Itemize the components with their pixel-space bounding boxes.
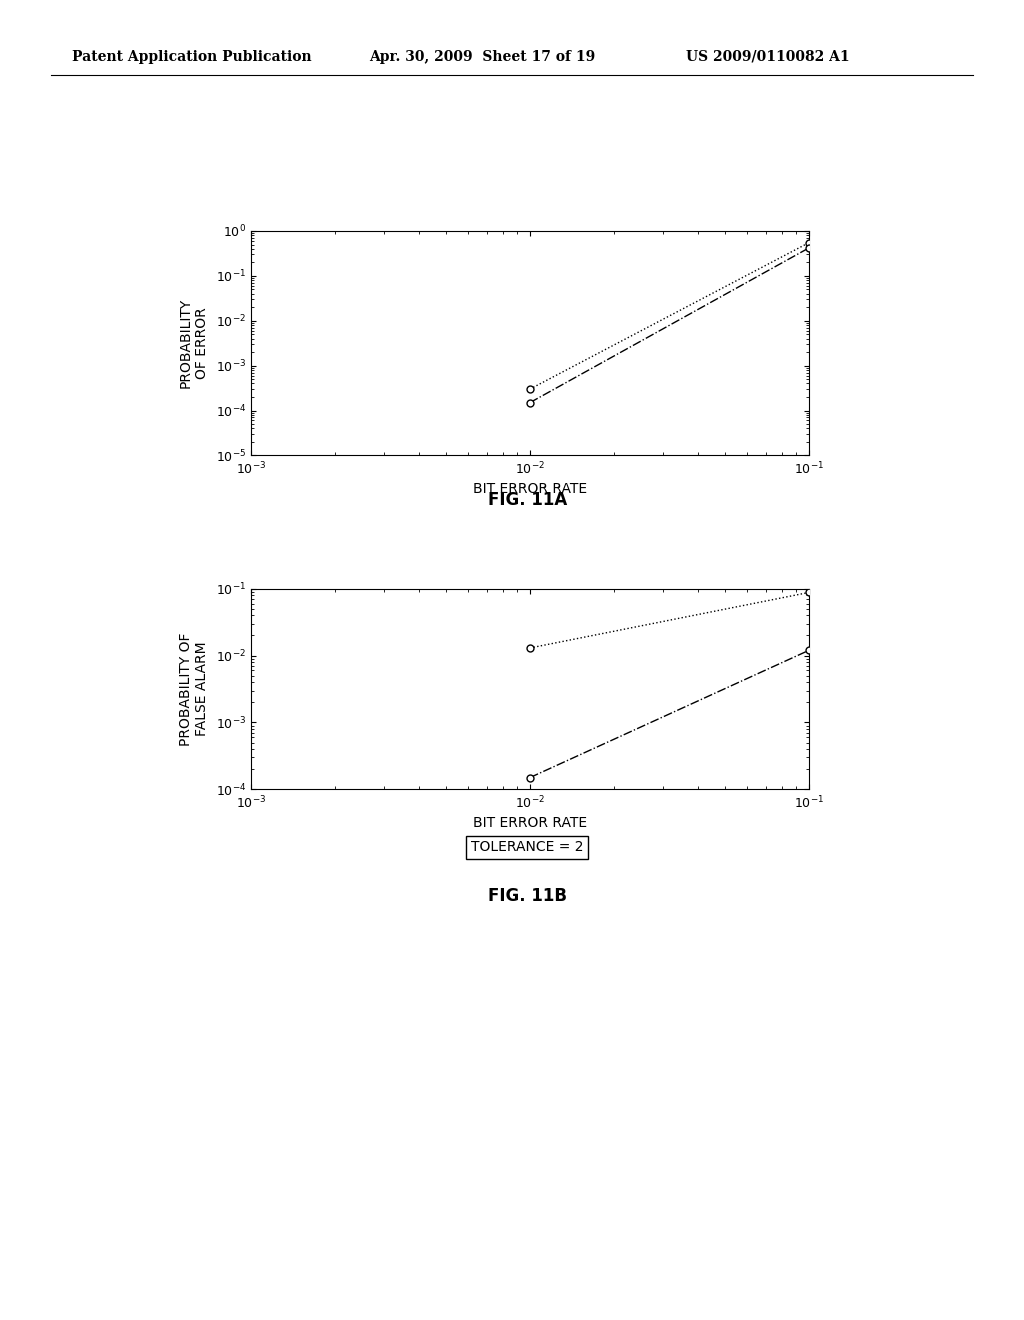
Text: FIG. 11A: FIG. 11A: [487, 491, 567, 510]
Y-axis label: PROBABILITY OF
FALSE ALARM: PROBABILITY OF FALSE ALARM: [178, 632, 209, 746]
Y-axis label: PROBABILITY
OF ERROR: PROBABILITY OF ERROR: [178, 298, 209, 388]
Text: FIG. 11B: FIG. 11B: [487, 887, 567, 906]
Text: Patent Application Publication: Patent Application Publication: [72, 50, 311, 63]
Text: US 2009/0110082 A1: US 2009/0110082 A1: [686, 50, 850, 63]
X-axis label: BIT ERROR RATE: BIT ERROR RATE: [473, 482, 587, 496]
X-axis label: BIT ERROR RATE: BIT ERROR RATE: [473, 816, 587, 830]
Text: Apr. 30, 2009  Sheet 17 of 19: Apr. 30, 2009 Sheet 17 of 19: [369, 50, 595, 63]
Text: TOLERANCE = 2: TOLERANCE = 2: [471, 841, 584, 854]
